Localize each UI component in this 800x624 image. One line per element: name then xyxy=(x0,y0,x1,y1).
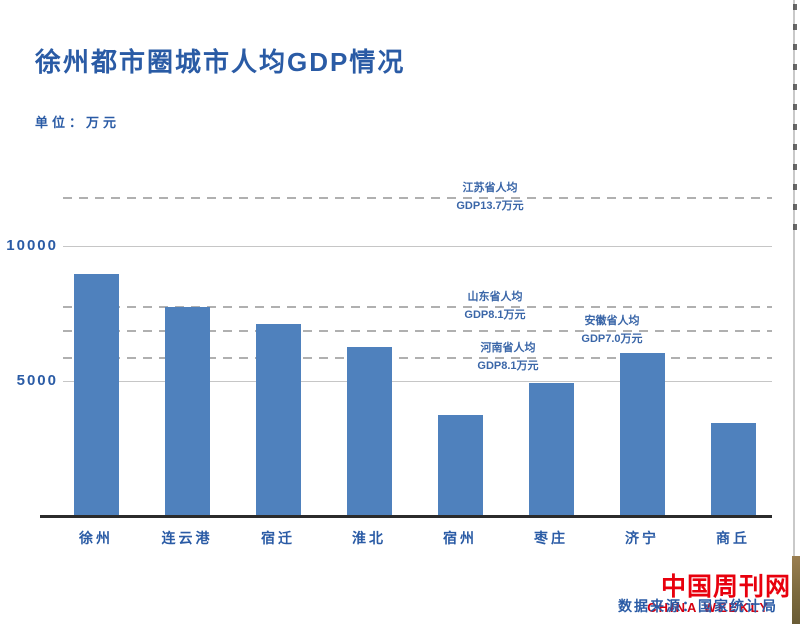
page-edge-sliver-marks xyxy=(793,4,797,244)
bar-宿迁 xyxy=(255,324,301,517)
refline-region-label-3: 河南省人均 xyxy=(480,342,536,354)
refline-value-label-0: GDP13.7万元 xyxy=(456,200,524,212)
refline-2 xyxy=(63,330,772,332)
category-label-商丘: 商丘 xyxy=(716,530,750,546)
x-axis-baseline xyxy=(40,515,772,518)
data-source-label: 数据来源：国家统计局 xyxy=(618,598,778,614)
gridline-10000 xyxy=(63,246,772,247)
refline-3 xyxy=(63,357,772,359)
refline-region-label-1: 山东省人均 xyxy=(467,291,523,303)
category-label-枣庄: 枣庄 xyxy=(534,530,568,546)
page-edge-sliver-bottom xyxy=(792,556,800,624)
gridline-5000 xyxy=(63,381,772,382)
refline-region-label-0: 江苏省人均 xyxy=(462,182,518,194)
ytick-label-5000: 5000 xyxy=(16,372,58,389)
refline-value-label-2: GDP7.0万元 xyxy=(581,333,643,345)
category-label-徐州: 徐州 xyxy=(79,530,113,546)
category-label-淮北: 淮北 xyxy=(352,530,386,546)
logo-china-weekly-en: CHINA WEEKLY xyxy=(647,600,770,615)
bar-淮北 xyxy=(346,347,392,517)
refline-value-label-1: GDP8.1万元 xyxy=(464,309,526,321)
refline-1 xyxy=(63,306,772,308)
bar-商丘 xyxy=(710,423,756,517)
bar-徐州 xyxy=(73,274,119,517)
bar-济宁 xyxy=(619,353,665,517)
bar-宿州 xyxy=(437,415,483,517)
category-label-连云港: 连云港 xyxy=(161,530,213,546)
refline-value-label-3: GDP8.1万元 xyxy=(477,360,539,372)
bar-枣庄 xyxy=(528,383,574,517)
page-edge-line xyxy=(793,0,795,624)
refline-region-label-2: 安徽省人均 xyxy=(584,315,640,327)
category-label-宿州: 宿州 xyxy=(443,530,477,546)
category-label-宿迁: 宿迁 xyxy=(261,530,295,546)
chart-title: 徐州都市圈城市人均GDP情况 xyxy=(35,47,406,77)
refline-0 xyxy=(63,197,772,199)
bar-连云港 xyxy=(164,307,210,517)
ytick-label-10000: 10000 xyxy=(6,237,58,254)
unit-label: 单位：万元 xyxy=(35,115,121,130)
logo-china-weekly-cn: 中国周刊网 xyxy=(660,573,791,601)
category-label-济宁: 济宁 xyxy=(625,530,659,546)
